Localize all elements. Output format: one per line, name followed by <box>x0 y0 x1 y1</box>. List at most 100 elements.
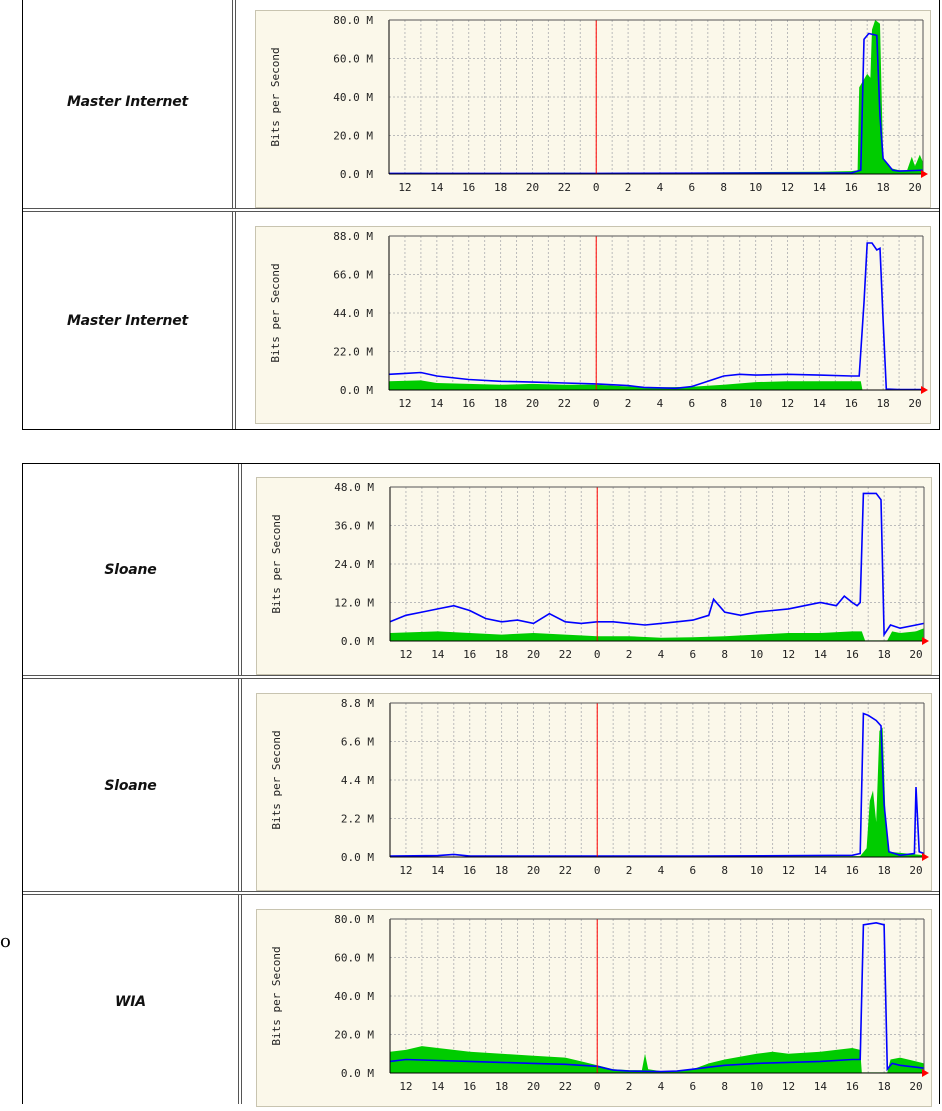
x-tick-label: 12 <box>782 1080 795 1093</box>
y-tick-label: 60.0 M <box>333 53 373 66</box>
y-tick-label: 80.0 M <box>333 14 373 27</box>
x-tick-label: 8 <box>721 648 728 661</box>
x-tick-label: 20 <box>909 648 922 661</box>
x-tick-label: 18 <box>878 1080 891 1093</box>
y-tick-label: 88.0 M <box>333 230 373 243</box>
x-tick-label: 18 <box>495 864 508 877</box>
x-tick-label: 20 <box>526 181 539 194</box>
x-tick-label: 12 <box>399 1080 412 1093</box>
x-tick-label: 0 <box>594 648 601 661</box>
x-tick-label: 20 <box>909 864 922 877</box>
x-tick-label: 14 <box>814 1080 828 1093</box>
graph-svg: 0.0 M 2.2 M 4.4 M 6.6 M 8.8 M 12 14 16 18 20 22 0 2 4… <box>256 693 932 891</box>
y-tick-label: 8.8 M <box>341 697 374 710</box>
y-tick-label: 0.0 M <box>341 851 374 864</box>
outbound-line <box>389 712 925 857</box>
x-tick-label: 8 <box>721 864 728 877</box>
inbound-area <box>390 727 924 857</box>
graph-svg: 0.0 M12.0 M24.0 M36.0 M48.0 M12 14 16 18 20 2… <box>256 477 932 675</box>
y-tick-label: 20.0 M <box>333 130 373 143</box>
x-tick-label: 18 <box>877 397 890 410</box>
x-tick-label: 16 <box>846 1080 859 1093</box>
x-tick-label: 14 <box>431 1080 445 1093</box>
x-tick-label: 14 <box>430 397 444 410</box>
y-axis-title: Bits per Second <box>269 263 282 362</box>
x-tick-label: 6 <box>690 648 697 661</box>
x-tick-label: 0 <box>593 397 600 410</box>
x-tick-label: 10 <box>750 648 763 661</box>
y-tick-label: 66.0 M <box>333 269 373 282</box>
outbound-line <box>389 921 925 1073</box>
x-tick-label: 22 <box>558 397 571 410</box>
x-tick-label: 16 <box>462 397 475 410</box>
y-tick-label: 0.0 M <box>341 1067 374 1080</box>
x-tick-label: 18 <box>878 648 891 661</box>
x-tick-label: 12 <box>398 397 411 410</box>
row-divider <box>23 891 939 895</box>
y-tick-label: 40.0 M <box>334 990 374 1003</box>
x-tick-label: 18 <box>495 1080 508 1093</box>
x-tick-label: 2 <box>626 1080 633 1093</box>
x-tick-label: 6 <box>689 181 696 194</box>
traffic-graph: 0.0 M 20.0 M 40.0 M 60.0 M 80.0 M 12 14 16 18 20 2… <box>255 10 931 212</box>
y-axis-title: Bits per Second <box>270 514 283 613</box>
x-tick-label: 16 <box>846 864 859 877</box>
axis-arrow <box>922 853 929 861</box>
traffic-graph: 0.0 M 20.0 M 40.0 M 60.0 M 80.0 M 12 14 16 18 20 2… <box>256 909 932 1111</box>
x-tick-label: 20 <box>908 397 921 410</box>
x-tick-label: 12 <box>782 864 795 877</box>
y-axis-title: Bits per Second <box>269 47 282 146</box>
y-tick-label: 48.0 M <box>334 481 374 494</box>
x-tick-label: 16 <box>463 648 476 661</box>
x-tick-label: 12 <box>399 864 412 877</box>
x-tick-label: 16 <box>463 1080 476 1093</box>
x-tick-label: 4 <box>657 397 664 410</box>
x-tick-label: 12 <box>399 648 412 661</box>
row-label: Sloane <box>104 562 157 578</box>
row-divider <box>23 675 939 679</box>
x-tick-label: 2 <box>625 397 632 410</box>
x-tick-label: 12 <box>781 181 794 194</box>
x-tick-label: 14 <box>431 648 445 661</box>
y-tick-label: 20.0 M <box>334 1029 374 1042</box>
x-tick-label: 12 <box>398 181 411 194</box>
y-axis-title: Bits per Second <box>270 730 283 829</box>
x-tick-label: 18 <box>495 648 508 661</box>
x-tick-label: 14 <box>430 181 444 194</box>
y-tick-label: 12.0 M <box>334 597 374 610</box>
x-tick-label: 16 <box>845 397 858 410</box>
x-tick-label: 8 <box>720 181 727 194</box>
x-tick-label: 14 <box>431 864 445 877</box>
x-tick-label: 6 <box>690 864 697 877</box>
x-tick-label: 6 <box>689 397 696 410</box>
x-tick-label: 22 <box>559 864 572 877</box>
x-tick-label: 4 <box>658 648 665 661</box>
x-tick-label: 6 <box>690 1080 697 1093</box>
x-tick-label: 18 <box>877 181 890 194</box>
x-tick-label: 8 <box>721 1080 728 1093</box>
column-divider <box>232 0 236 429</box>
x-tick-label: 20 <box>908 181 921 194</box>
y-tick-label: 24.0 M <box>334 558 374 571</box>
inbound-area <box>390 1046 924 1073</box>
outbound-line <box>388 242 923 391</box>
y-tick-label: 40.0 M <box>333 91 373 104</box>
x-tick-label: 10 <box>749 181 762 194</box>
traffic-graph: 0.0 M 12.0 M 24.0 M 36.0 M 48.0 M 12 14 16 18 20 2… <box>256 477 932 679</box>
x-tick-label: 22 <box>558 181 571 194</box>
x-tick-label: 16 <box>462 181 475 194</box>
y-tick-label: 6.6 M <box>341 736 374 749</box>
x-tick-label: 14 <box>813 181 827 194</box>
x-tick-label: 14 <box>814 864 828 877</box>
x-tick-label: 20 <box>527 1080 540 1093</box>
x-tick-label: 0 <box>593 181 600 194</box>
traffic-graph: 0.0 M 22.0 M 44.0 M 66.0 M 88.0 M 12 14 16 18 20 2… <box>255 226 931 428</box>
x-tick-label: 12 <box>781 397 794 410</box>
x-tick-label: 10 <box>749 397 762 410</box>
x-tick-label: 12 <box>782 648 795 661</box>
x-tick-label: 10 <box>750 1080 763 1093</box>
x-tick-label: 16 <box>463 864 476 877</box>
y-tick-label: 60.0 M <box>334 952 374 965</box>
x-tick-label: 20 <box>527 648 540 661</box>
inbound-area <box>390 628 924 641</box>
